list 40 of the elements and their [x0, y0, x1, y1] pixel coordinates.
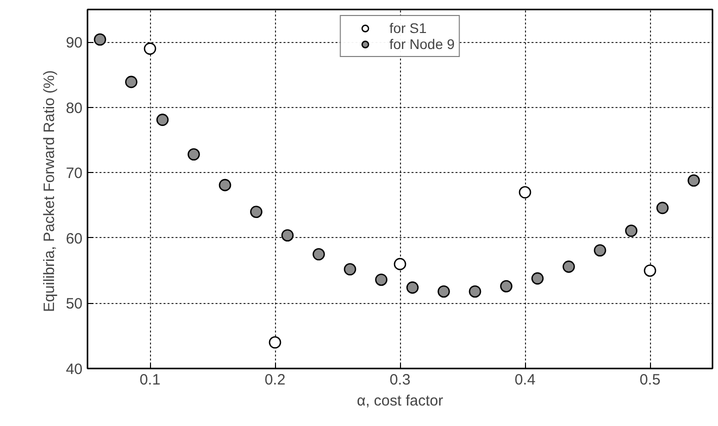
x-tick-label: 0.4 [514, 372, 536, 388]
point [644, 264, 656, 277]
point [218, 178, 232, 192]
point [94, 33, 106, 46]
x-axis-title: α, cost factor [356, 392, 444, 410]
x-tick-label: 0.1 [140, 372, 160, 388]
point [344, 263, 356, 276]
x-tick-label: 0.3 [390, 372, 410, 388]
point [144, 42, 156, 55]
point [312, 248, 325, 260]
y-tick-label: 90 [66, 34, 83, 52]
point [188, 148, 200, 161]
legend-label: for Node 9 [389, 36, 455, 52]
legend-label: for S1 [389, 20, 427, 36]
point [268, 336, 282, 349]
y-tick-label: 40 [66, 361, 83, 378]
point [468, 285, 482, 298]
point [281, 229, 294, 242]
point [656, 202, 669, 214]
point [438, 285, 450, 298]
y-tick-label: 70 [66, 165, 83, 182]
y-axis-title: Equilibria, Packet Forward Ratio (%) [40, 70, 58, 312]
point [406, 281, 419, 294]
point [156, 114, 169, 126]
point [562, 260, 575, 273]
point [518, 186, 532, 198]
point [125, 76, 138, 88]
y-tick-label: 80 [66, 100, 83, 117]
x-tick-label: 0.2 [264, 372, 286, 388]
point [688, 174, 700, 187]
y-tick-label: 50 [66, 296, 83, 313]
point [250, 206, 262, 218]
point [375, 274, 388, 286]
point [531, 272, 544, 285]
x-tick-label: 0.5 [640, 372, 660, 388]
point [500, 280, 512, 292]
point [594, 244, 606, 256]
y-tick-label: 60 [66, 230, 83, 248]
point [625, 224, 638, 237]
point [394, 258, 406, 270]
